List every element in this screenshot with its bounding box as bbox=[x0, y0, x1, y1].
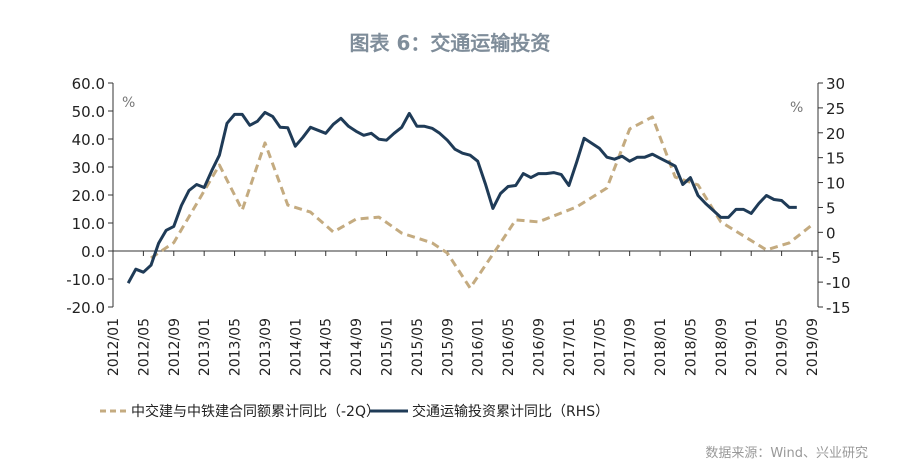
x-axis-tick-label: 2017/01 bbox=[562, 318, 578, 376]
x-axis-tick-label: 2015/09 bbox=[440, 318, 456, 376]
right-axis-tick-label: 10 bbox=[826, 175, 845, 193]
left-axis-tick-label: 40.0 bbox=[72, 131, 105, 149]
right-unit-label: % bbox=[790, 100, 803, 116]
left-axis-tick-label: 0.0 bbox=[81, 243, 105, 261]
right-axis-tick-label: -10 bbox=[826, 274, 851, 292]
x-axis-tick-label: 2018/09 bbox=[714, 318, 730, 376]
chart-title: 图表 6：交通运输投资 bbox=[350, 31, 551, 55]
x-axis-tick-label: 2017/09 bbox=[623, 318, 639, 376]
x-axis-tick-label: 2014/09 bbox=[349, 318, 365, 376]
left-axis-tick-label: 30.0 bbox=[72, 159, 105, 177]
left-axis-tick-label: -10.0 bbox=[66, 271, 105, 289]
right-axis-tick-label: 0 bbox=[826, 224, 836, 242]
legend-label-investment: 交通运输投资累计同比（RHS） bbox=[412, 403, 609, 420]
x-axis-tick-label: 2013/01 bbox=[197, 318, 213, 376]
left-axis-tick-label: -20.0 bbox=[66, 299, 105, 317]
x-axis-tick-label: 2016/09 bbox=[531, 318, 547, 376]
x-axis-tick-label: 2013/05 bbox=[228, 318, 244, 376]
x-axis-tick-label: 2014/05 bbox=[319, 318, 335, 376]
x-axis-tick-label: 2012/09 bbox=[167, 318, 183, 376]
x-axis-tick-label: 2016/05 bbox=[501, 318, 517, 376]
series-line-investment bbox=[126, 110, 797, 284]
legend-label-contracts: 中交建与中铁建合同额累计同比（-2Q） bbox=[131, 403, 380, 420]
x-axis-tick-label: 2015/05 bbox=[410, 318, 426, 376]
left-axis-tick-label: 20.0 bbox=[72, 187, 105, 205]
right-axis-tick-label: 25 bbox=[826, 100, 845, 118]
right-axis-tick-label: 15 bbox=[826, 150, 845, 168]
left-axis-tick-label: 60.0 bbox=[72, 75, 105, 93]
left-unit-label: % bbox=[122, 95, 135, 111]
right-axis-tick-label: 5 bbox=[826, 199, 836, 217]
right-axis-tick-label: -15 bbox=[826, 299, 851, 317]
x-axis-tick-label: 2013/09 bbox=[258, 318, 274, 376]
left-axis-tick-label: 50.0 bbox=[72, 103, 105, 121]
x-axis-tick-label: 2017/05 bbox=[592, 318, 608, 376]
right-axis-tick-label: -5 bbox=[826, 249, 841, 267]
x-axis-tick-label: 2012/01 bbox=[106, 318, 122, 376]
x-axis-tick-label: 2016/01 bbox=[471, 318, 487, 376]
series-line-contracts bbox=[150, 115, 813, 290]
source-note: 数据来源：Wind、兴业研究 bbox=[705, 446, 868, 461]
x-axis-tick-label: 2019/05 bbox=[775, 318, 791, 376]
x-axis-tick-label: 2018/05 bbox=[683, 318, 699, 376]
right-axis-tick-label: 20 bbox=[826, 125, 845, 143]
right-axis-tick-label: 30 bbox=[826, 75, 845, 93]
x-axis-tick-label: 2015/01 bbox=[380, 318, 396, 376]
legend: 中交建与中铁建合同额累计同比（-2Q） 交通运输投资累计同比（RHS） bbox=[100, 403, 609, 420]
x-axis-tick-label: 2019/09 bbox=[805, 318, 821, 376]
x-axis-tick-label: 2018/01 bbox=[653, 318, 669, 376]
left-axis-tick-label: 10.0 bbox=[72, 215, 105, 233]
x-axis-tick-label: 2014/01 bbox=[288, 318, 304, 376]
x-axis-tick-label: 2012/05 bbox=[136, 318, 152, 376]
x-axis-tick-label: 2019/01 bbox=[744, 318, 760, 376]
